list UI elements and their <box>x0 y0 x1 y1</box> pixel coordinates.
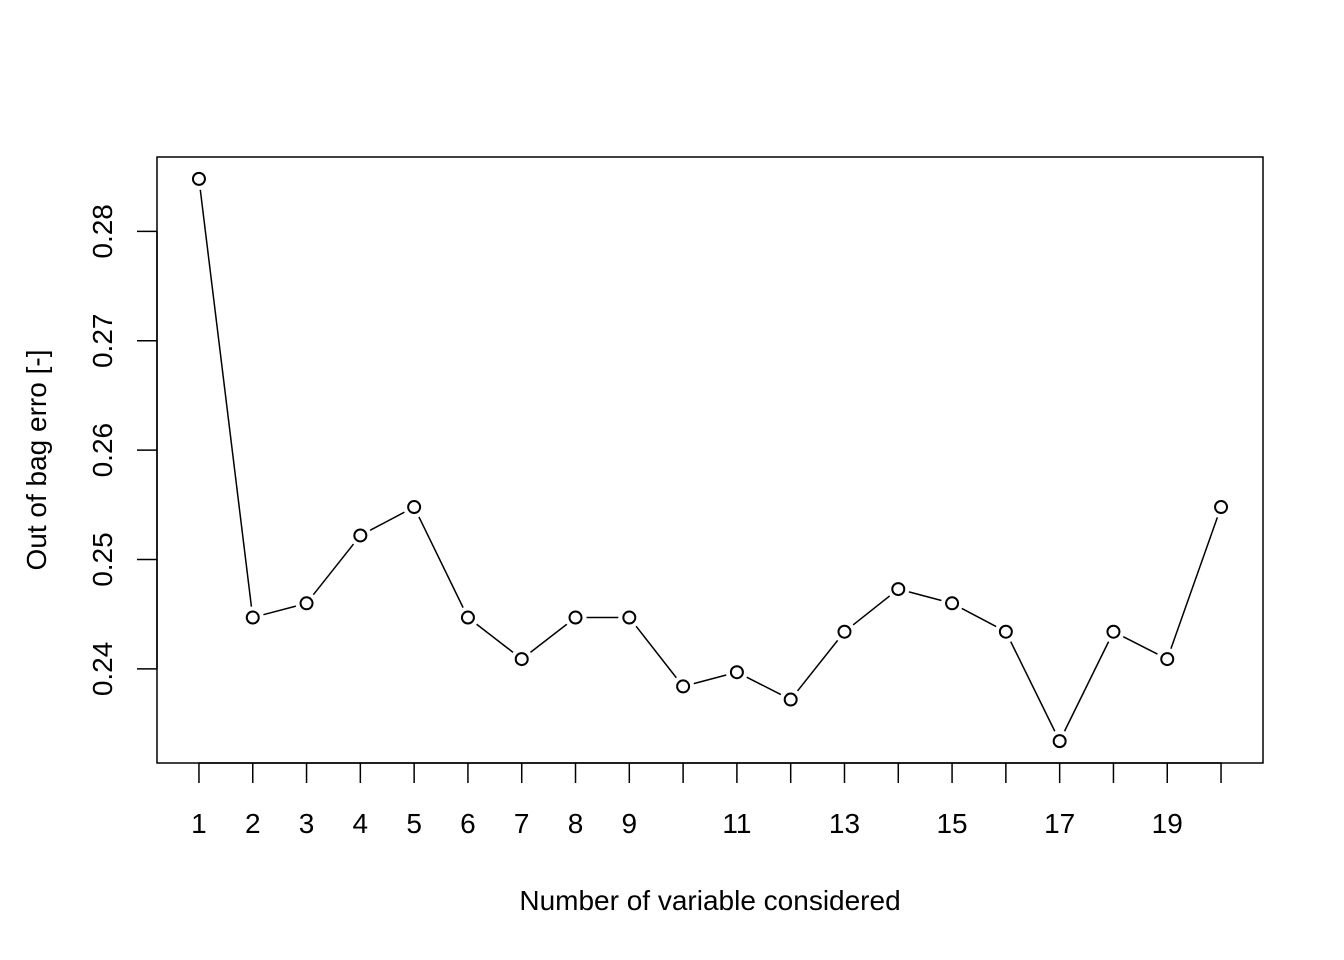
x-tick-label: 11 <box>722 808 751 839</box>
data-point <box>622 610 637 625</box>
series-layer <box>191 171 1229 749</box>
series-segment <box>199 189 253 607</box>
x-tick-label: 19 <box>1152 808 1183 839</box>
x-tick-label: 5 <box>406 808 422 839</box>
y-tick-label: 0.26 <box>87 423 118 478</box>
data-point <box>1106 624 1121 639</box>
x-tick-label: 15 <box>936 808 967 839</box>
y-axis: 0.24 0.25 0.26 0.27 0.28 <box>87 204 158 697</box>
series-segment <box>312 543 355 596</box>
x-tick-label: 7 <box>514 808 530 839</box>
plot-frame <box>156 156 1264 764</box>
x-axis: 1 2 3 4 5 6 7 8 9 11 13 15 17 19 <box>191 762 1222 839</box>
series-segment <box>693 674 727 685</box>
series-segment <box>852 595 891 626</box>
x-tick-label: 9 <box>622 808 638 839</box>
series-segment <box>635 625 677 679</box>
data-point <box>245 610 260 625</box>
data-point <box>837 624 852 639</box>
x-tick-label: 6 <box>460 808 476 839</box>
x-tick-label: 4 <box>353 808 369 839</box>
series-segment <box>746 676 782 696</box>
series-segment <box>529 623 568 653</box>
x-tick-label: 3 <box>299 808 315 839</box>
series-segment <box>1010 641 1056 732</box>
x-tick-label: 8 <box>568 808 584 839</box>
y-tick-label: 0.24 <box>87 642 118 697</box>
series-segment <box>1063 641 1110 732</box>
x-tick-label: 1 <box>191 808 207 839</box>
series-segment <box>476 623 514 653</box>
series-segment <box>1170 517 1219 649</box>
x-tick-label: 13 <box>829 808 860 839</box>
data-point <box>945 596 960 611</box>
data-point <box>514 652 529 667</box>
data-point <box>1214 500 1229 515</box>
data-point <box>998 624 1013 639</box>
data-point <box>729 665 744 680</box>
data-point <box>191 171 206 186</box>
series-segment <box>1122 636 1158 655</box>
data-point <box>891 582 906 597</box>
data-point <box>1160 652 1175 667</box>
data-point <box>353 528 368 543</box>
series-segment <box>796 639 839 692</box>
data-point <box>676 679 691 694</box>
data-point <box>783 692 798 707</box>
x-tick-label: 2 <box>245 808 261 839</box>
series-segment <box>418 516 464 608</box>
y-tick-label: 0.27 <box>87 314 118 369</box>
data-point <box>460 610 475 625</box>
data-point <box>1052 734 1067 749</box>
series-segment <box>961 607 997 628</box>
y-axis-label: Out of bag erro [-] <box>21 350 52 571</box>
series-segment <box>908 591 942 602</box>
y-tick-label: 0.25 <box>87 532 118 587</box>
series-segment <box>369 511 405 531</box>
series-segment <box>263 605 297 616</box>
x-axis-label: Number of variable considered <box>519 885 900 916</box>
y-tick-label: 0.28 <box>87 204 118 259</box>
data-point <box>568 610 583 625</box>
x-tick-label: 17 <box>1044 808 1075 839</box>
data-point <box>299 596 314 611</box>
data-point <box>407 500 422 515</box>
